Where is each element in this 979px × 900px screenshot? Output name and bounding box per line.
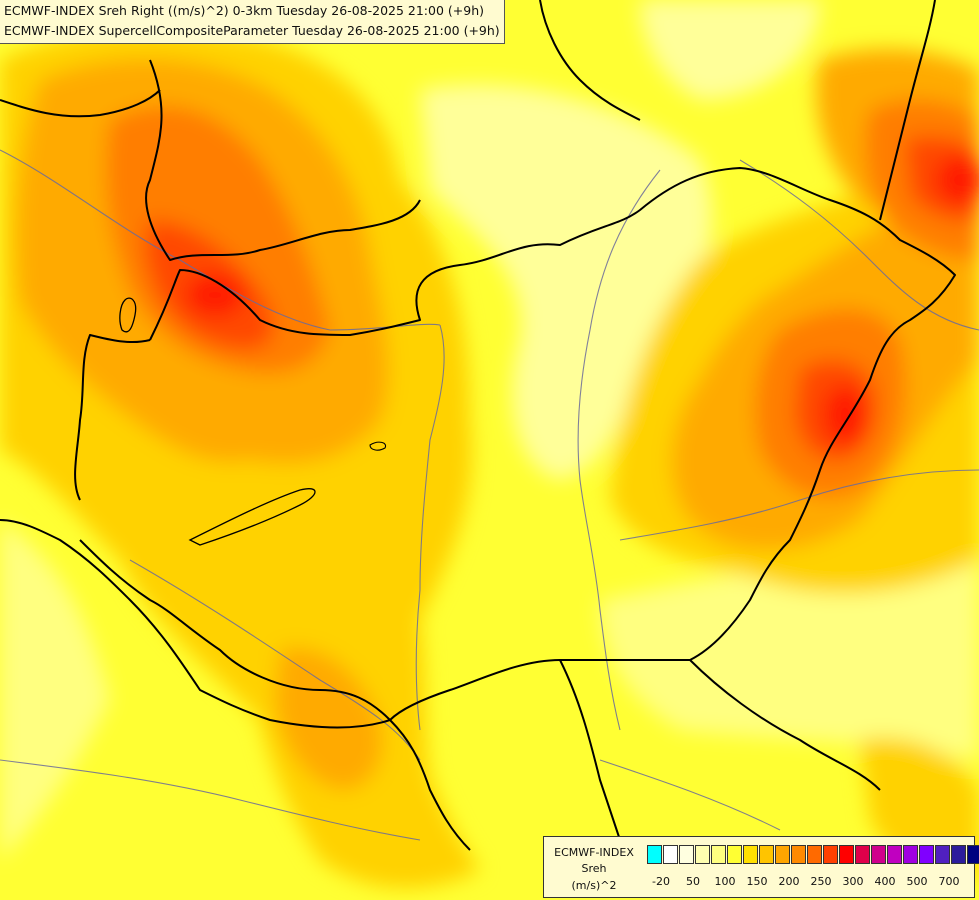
- legend-tick-label: 300: [842, 875, 864, 888]
- legend-swatch: [663, 845, 678, 864]
- lake-balaton: [188, 488, 316, 546]
- legend-tick-label: 700: [938, 875, 960, 888]
- legend-swatch: [935, 845, 950, 864]
- border-croatia: [0, 519, 471, 851]
- rivers: [0, 149, 979, 841]
- legend-tick-label: -20: [652, 875, 670, 888]
- border-ukraine: [879, 0, 936, 221]
- legend-swatch: [823, 845, 838, 864]
- legend-tick-label: 50: [686, 875, 700, 888]
- legend-swatch: [711, 845, 726, 864]
- legend-swatch: [807, 845, 822, 864]
- legend-swatches: [647, 845, 979, 864]
- legend-swatch: [951, 845, 966, 864]
- orange-zone-southwest: [275, 648, 383, 790]
- legend-tick-label: 500: [906, 875, 928, 888]
- legend-swatch: [871, 845, 886, 864]
- legend-title-line2: Sreh: [581, 862, 607, 875]
- river-sava: [0, 759, 421, 841]
- legend-tick-label: 100: [714, 875, 736, 888]
- dark-orange-zone-west: [106, 105, 330, 374]
- light-zone-northeast: [640, 0, 820, 100]
- legend-swatch: [903, 845, 918, 864]
- legend-swatch: [855, 845, 870, 864]
- legend-swatch: [839, 845, 854, 864]
- river-tisza: [577, 169, 661, 731]
- legend-title-line3: (m/s)^2: [571, 879, 617, 892]
- legend-tick-label: 400: [874, 875, 896, 888]
- color-legend: ECMWF-INDEX Sreh (m/s)^2 -20 50 100 150 200 2…: [543, 836, 979, 898]
- country-borders: [0, 0, 956, 871]
- legend-tick-label: 150: [746, 875, 768, 888]
- legend-swatch: [887, 845, 902, 864]
- map-title-line1: ECMWF-INDEX Sreh Right ((m/s)^2) 0-3km T…: [4, 3, 484, 18]
- legend-swatch: [695, 845, 710, 864]
- red-core-northeast: [935, 155, 979, 205]
- legend-ticks: -20 50 100 150 200 250 300 400 500 700: [647, 875, 972, 891]
- border-north: [539, 0, 641, 121]
- red-core-west: [185, 273, 245, 317]
- legend-tick-label: 250: [810, 875, 832, 888]
- light-zone-west: [0, 520, 110, 860]
- lake-velence: [369, 441, 387, 451]
- legend-title-line1: ECMWF-INDEX: [554, 846, 634, 859]
- lake-neusiedl: [119, 297, 137, 333]
- border-austria: [0, 89, 161, 501]
- legend-swatch: [791, 845, 806, 864]
- legend-swatch: [679, 845, 694, 864]
- river-danube-south: [415, 324, 445, 731]
- legend-tick-label: 200: [778, 875, 800, 888]
- river-south: [599, 759, 781, 831]
- river-east: [739, 159, 979, 331]
- river-mures: [619, 469, 979, 541]
- map-title-box: ECMWF-INDEX Sreh Right ((m/s)^2) 0-3km T…: [0, 0, 505, 44]
- legend-swatch: [759, 845, 774, 864]
- red-core-east: [823, 385, 867, 445]
- legend-swatch: [919, 845, 934, 864]
- legend-swatch: [647, 845, 662, 864]
- map-title-line2: ECMWF-INDEX SupercellCompositeParameter …: [4, 23, 500, 38]
- river-drava: [129, 559, 421, 761]
- legend-swatch: [727, 845, 742, 864]
- legend-swatch: [967, 845, 979, 864]
- border-slovakia: [145, 59, 421, 261]
- legend-swatch: [743, 845, 758, 864]
- legend-swatch: [775, 845, 790, 864]
- light-zone-southeast: [600, 540, 979, 760]
